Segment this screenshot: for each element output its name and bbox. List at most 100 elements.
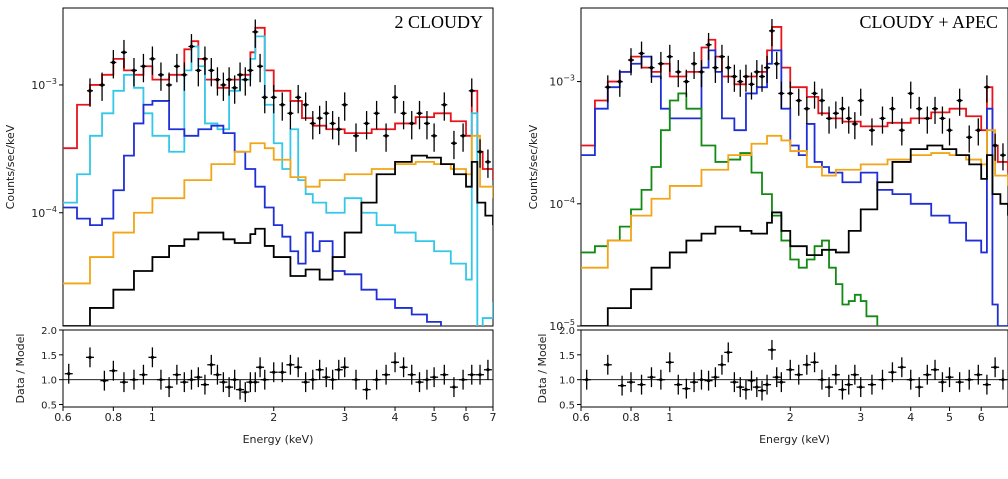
ratio-point (280, 370, 284, 374)
data-point (659, 61, 663, 66)
data-point (760, 74, 764, 79)
ratio-point (744, 388, 748, 392)
data-point (840, 106, 845, 111)
data-point (196, 68, 201, 73)
ratio-point (111, 369, 115, 373)
data-point (925, 116, 930, 121)
data-point (667, 54, 672, 59)
data-point (853, 122, 857, 126)
ratio-point (827, 385, 831, 389)
ratio-point (940, 380, 945, 384)
ratio-point (478, 373, 482, 377)
x-tick-label: 7 (490, 411, 497, 424)
model-series-group (63, 26, 493, 326)
x-tick-label: 2 (787, 411, 794, 424)
data-point (770, 29, 774, 33)
ratio-point (870, 383, 874, 387)
ratio-point (209, 363, 213, 367)
ratio-point (779, 380, 783, 384)
ratio-point (706, 379, 711, 383)
x-tick-label: 0.8 (105, 411, 123, 424)
ratio-point (141, 373, 146, 377)
data-point (227, 77, 231, 82)
ratio-point (461, 378, 465, 382)
data-point (732, 74, 737, 79)
panel-title: CLOUDY + APEC (860, 12, 999, 32)
data-point (699, 70, 704, 74)
data-point (755, 70, 759, 74)
data-point (834, 111, 838, 116)
data-point (676, 70, 681, 74)
data-point (639, 51, 644, 56)
data-point (232, 85, 237, 90)
data-point (478, 149, 482, 154)
ratio-point (770, 348, 774, 352)
ratio-point (732, 380, 736, 384)
data-point (258, 64, 262, 69)
model-line-orange (63, 134, 493, 285)
data-point (617, 79, 622, 84)
data-point (452, 141, 456, 146)
data-point (100, 83, 104, 87)
ratio-point (880, 378, 885, 382)
ratio-point (620, 384, 624, 388)
data-point (310, 121, 315, 126)
y-tick-label: 10−4 (549, 196, 575, 211)
ratio-point (272, 370, 276, 374)
data-point (209, 68, 214, 73)
ratio-point (470, 373, 474, 377)
model-line-cyan (63, 35, 493, 326)
ratio-point (585, 378, 589, 382)
data-point (692, 61, 696, 66)
ratio-point (215, 373, 220, 377)
data-point (890, 106, 895, 111)
data-point (820, 98, 824, 103)
data-point (393, 95, 397, 100)
data-point (486, 160, 490, 164)
data-point (384, 134, 388, 138)
data-point (605, 85, 610, 89)
ratio-point (238, 388, 242, 392)
ratio-point (649, 375, 654, 379)
ratio-point (720, 363, 724, 367)
data-point (858, 98, 863, 103)
ratio-point (393, 360, 397, 364)
ratio-point (606, 363, 610, 367)
main-plot-frame (580, 7, 1008, 327)
data-point (111, 60, 116, 65)
x-tick-label: 6 (978, 411, 985, 424)
ratio-point (699, 378, 704, 382)
ratio-y-axis-label: Data / Model (14, 334, 27, 404)
ratio-point (890, 370, 895, 374)
data-point (417, 111, 422, 116)
x-tick-label: 0.6 (572, 411, 590, 424)
data-point (880, 116, 885, 121)
data-point (967, 135, 972, 140)
ratio-point (659, 378, 663, 382)
data-point (947, 128, 952, 133)
data-point (805, 106, 809, 111)
ratio-point (820, 378, 824, 382)
ratio-y-tick-label: 1.0 (559, 376, 575, 387)
ratio-point (67, 372, 71, 376)
data-point (744, 74, 748, 79)
data-point (827, 116, 831, 121)
data-point (221, 83, 226, 87)
ratio-point (812, 360, 817, 364)
ratio-point (797, 373, 801, 377)
ratio-point (410, 373, 414, 377)
ratio-point (365, 388, 369, 392)
panel-title: 2 CLOUDY (395, 12, 484, 32)
model-series-group (581, 26, 1008, 326)
ratio-point (227, 385, 231, 389)
data-point (738, 79, 743, 84)
ratio-point (258, 365, 262, 369)
x-axis-label: Energy (keV) (759, 433, 830, 446)
ratio-point (102, 379, 106, 383)
data-point (469, 88, 474, 93)
ratio-point (840, 388, 845, 392)
model-line-black (63, 154, 493, 326)
ratio-point (354, 378, 358, 382)
x-tick-label: 1 (149, 411, 156, 424)
